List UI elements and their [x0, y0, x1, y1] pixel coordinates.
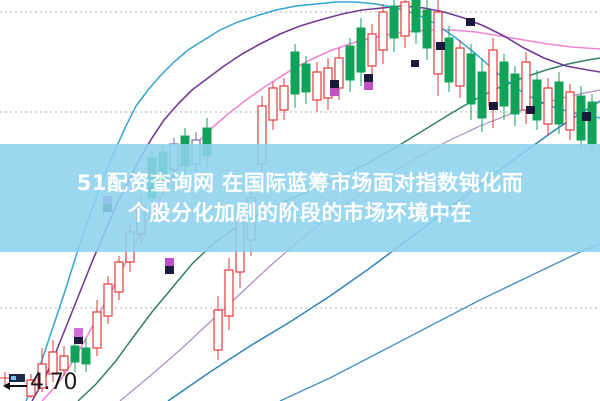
candle[interactable] [59, 346, 69, 376]
signal-marker[interactable] [436, 42, 445, 50]
candle[interactable] [543, 78, 553, 136]
signal-marker[interactable] [330, 88, 339, 96]
signal-marker[interactable] [411, 60, 419, 67]
signal-marker[interactable] [364, 74, 373, 82]
signal-marker[interactable] [103, 204, 112, 212]
signal-marker[interactable] [165, 266, 174, 274]
candle[interactable] [92, 300, 102, 356]
signal-marker[interactable] [74, 328, 83, 337]
candle[interactable] [26, 374, 36, 398]
signal-marker[interactable] [489, 102, 498, 110]
candle[interactable] [499, 54, 509, 120]
candle[interactable] [444, 26, 454, 92]
candle[interactable] [400, 0, 410, 48]
candle[interactable] [224, 258, 234, 330]
candle[interactable] [422, 0, 432, 60]
candle[interactable] [301, 56, 311, 104]
ma-line-secondary-trend [279, 243, 600, 401]
candle[interactable] [411, 0, 421, 44]
candle[interactable] [103, 276, 113, 324]
signal-marker[interactable] [103, 196, 112, 204]
candle[interactable] [70, 340, 80, 372]
signal-marker[interactable] [526, 106, 535, 114]
candle[interactable] [565, 84, 575, 140]
candle[interactable] [81, 338, 91, 372]
candle[interactable] [389, 0, 399, 52]
price-label: 4.70 [30, 370, 77, 395]
candle[interactable] [48, 340, 58, 382]
signal-marker[interactable] [466, 18, 475, 26]
candle[interactable] [268, 82, 278, 130]
candle[interactable] [466, 44, 476, 120]
candle[interactable] [37, 348, 47, 392]
signal-marker[interactable] [165, 258, 174, 266]
candle[interactable] [290, 44, 300, 108]
candle[interactable] [378, 4, 388, 64]
candle[interactable] [477, 60, 487, 132]
candle[interactable] [455, 40, 465, 98]
candle[interactable] [356, 18, 366, 86]
candle[interactable] [345, 38, 355, 92]
candle[interactable] [554, 72, 564, 134]
candle[interactable] [367, 24, 377, 78]
candle[interactable] [312, 62, 322, 112]
signal-marker[interactable] [582, 112, 591, 121]
candle[interactable] [213, 296, 223, 360]
signal-marker[interactable] [364, 82, 373, 90]
candle[interactable] [587, 94, 597, 152]
candle[interactable] [114, 256, 124, 300]
candle[interactable] [510, 66, 520, 126]
signal-marker[interactable] [74, 337, 83, 344]
signal-marker[interactable] [330, 80, 339, 88]
candle[interactable] [279, 78, 289, 120]
candle[interactable] [532, 70, 542, 130]
